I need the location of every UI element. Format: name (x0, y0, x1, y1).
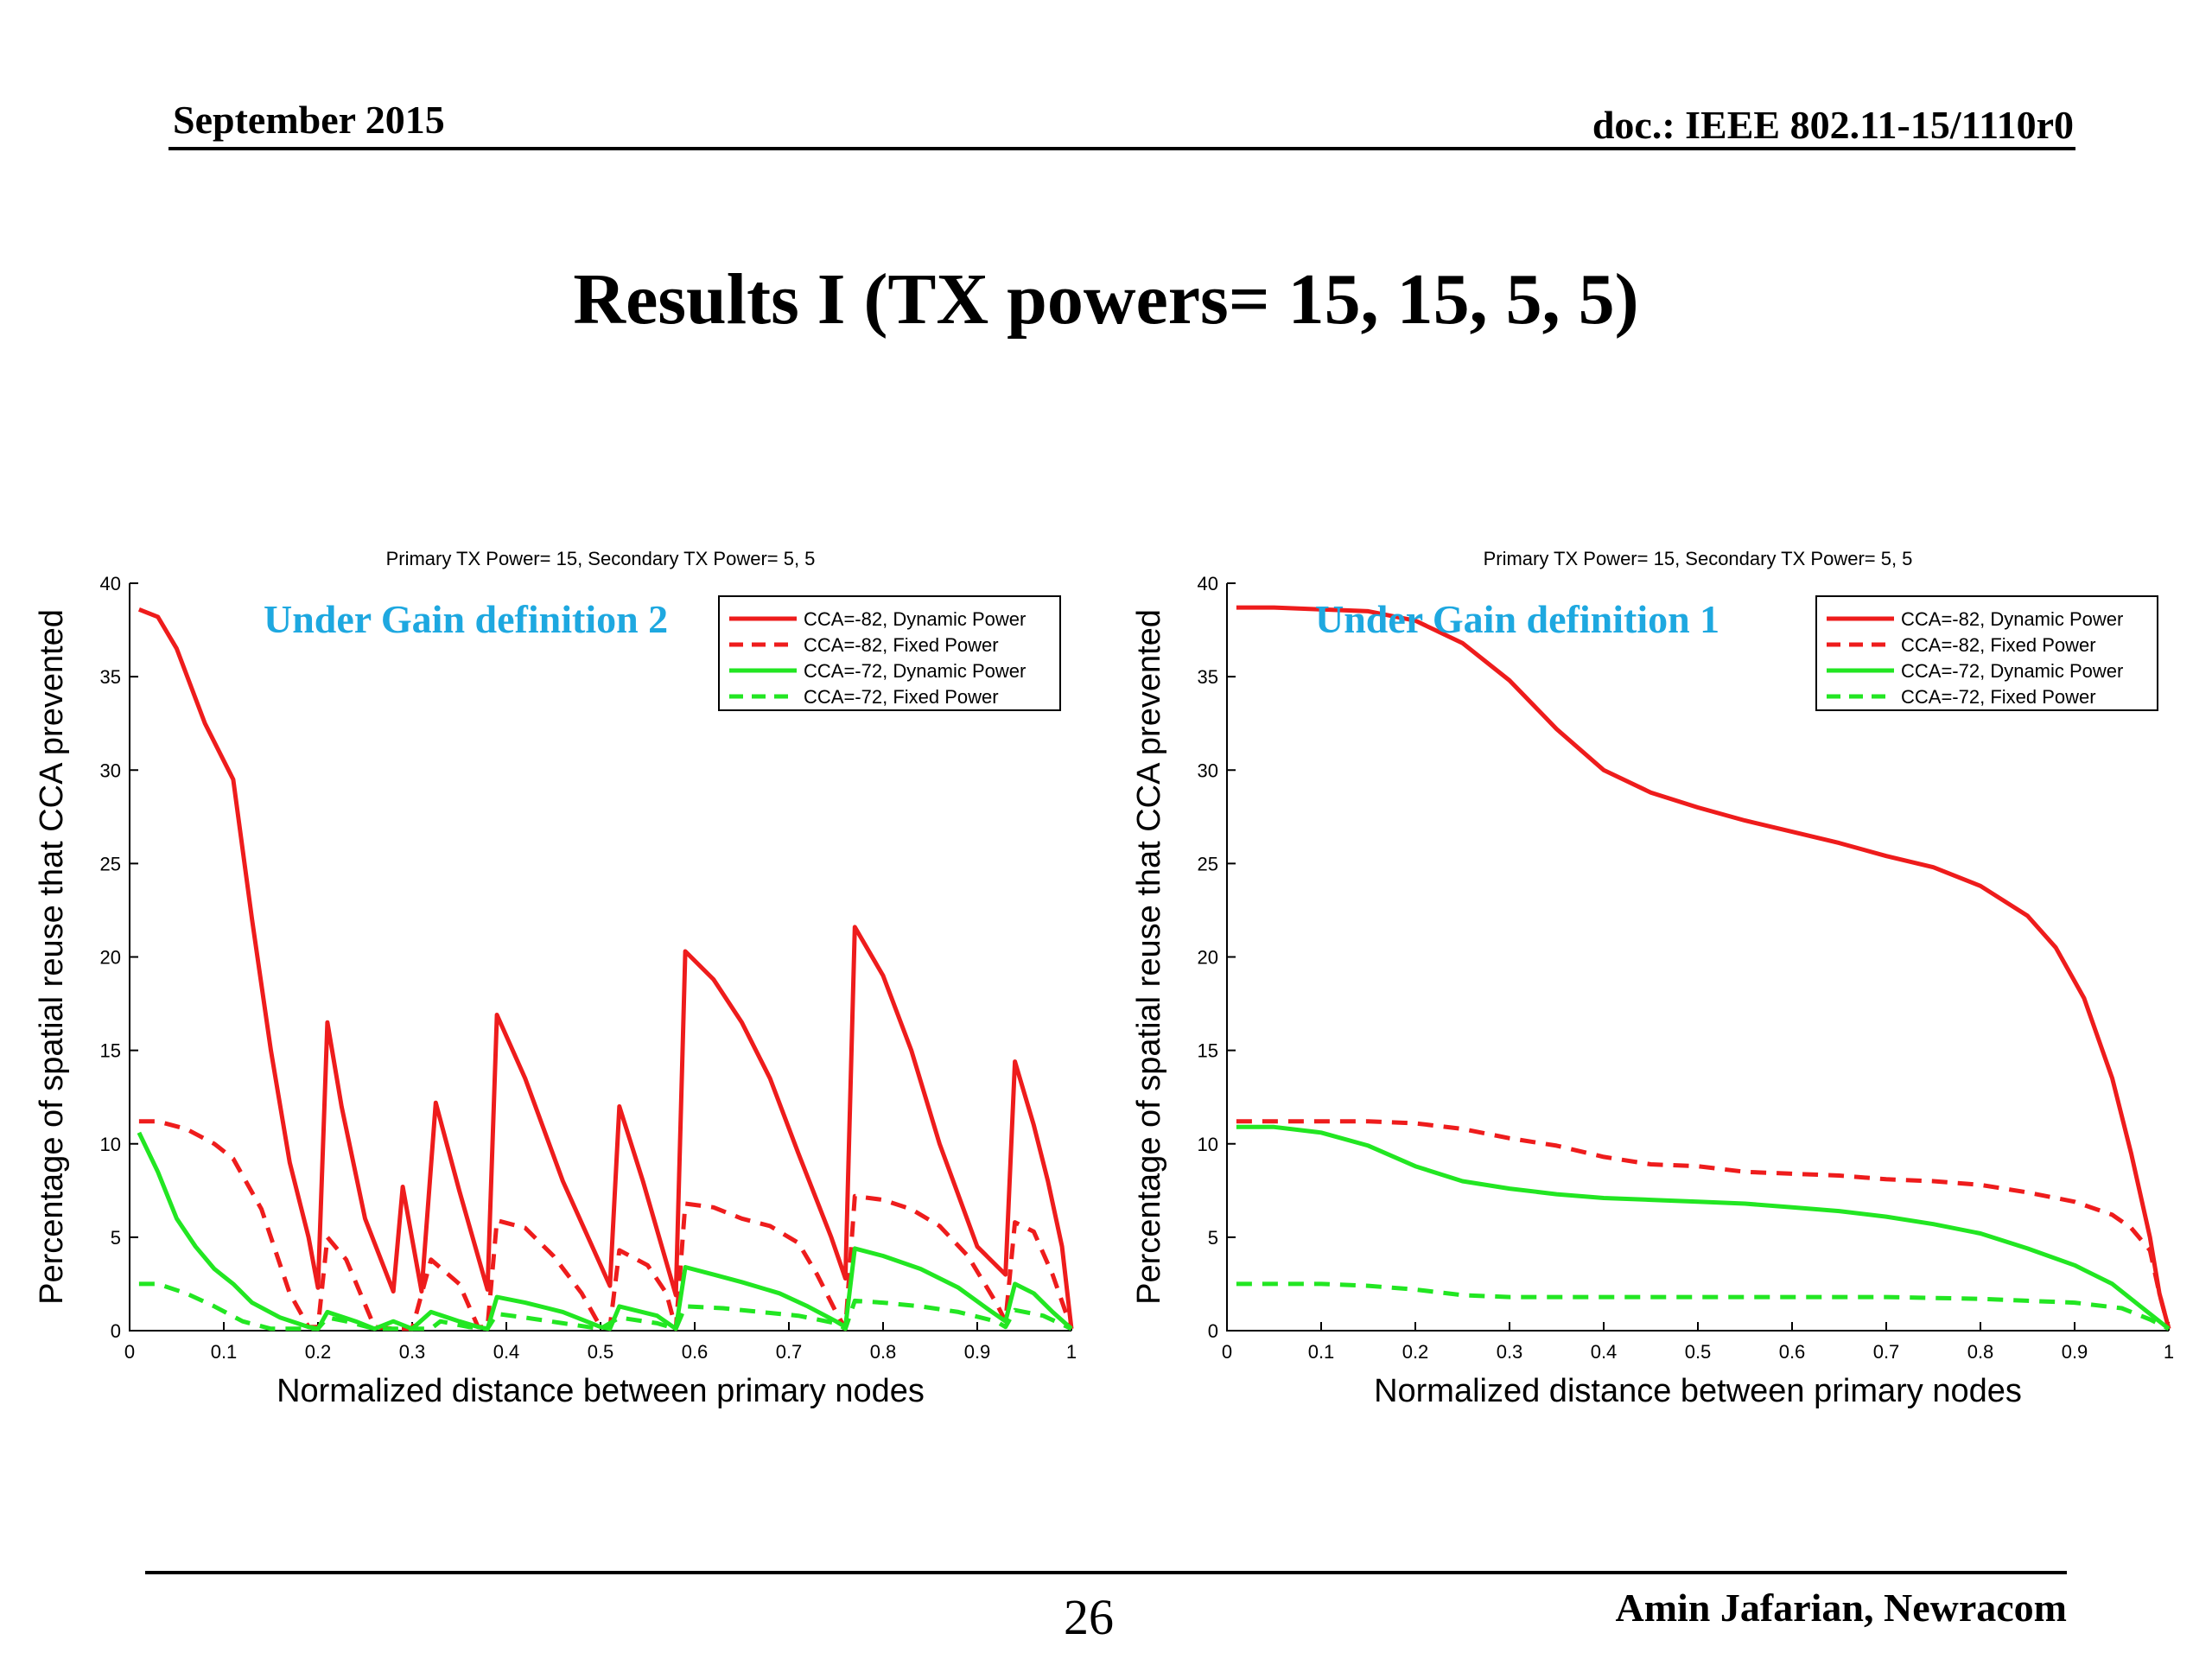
y-tick-label: 15 (100, 1040, 121, 1062)
legend-entry-2: CCA=-82, Fixed Power (1901, 634, 2096, 656)
chart-gain-definition-1: 0 5 10 15 20 25 30 35 40 0 0.1 0.2 0.3 0.4 0.5 0.6 0.7 0.… (1131, 548, 2174, 1409)
x-tick-label: 0.5 (1685, 1341, 1712, 1363)
y-axis-label: Percentage of spatial reuse that CCA pre… (34, 609, 70, 1305)
slide-title: Results I (TX powers= 15, 15, 5, 5) (573, 259, 1639, 340)
x-axis-label: Normalized distance between primary node… (1374, 1373, 2022, 1409)
chart-title: Primary TX Power= 15, Secondary TX Power… (386, 548, 816, 569)
y-tick-label: 40 (100, 573, 121, 594)
series-line-4 (138, 1281, 1073, 1332)
y-tick-label: 10 (1198, 1134, 1218, 1155)
series-line-2 (138, 1119, 1074, 1332)
series-line-4 (1236, 1281, 2171, 1332)
x-tick-label: 0.9 (964, 1341, 991, 1363)
y-tick-label: 40 (1198, 573, 1218, 594)
legend-entry-3: CCA=-72, Dynamic Power (1901, 660, 2123, 682)
legend: CCA=-82, Dynamic Power CCA=-82, Fixed Pow… (718, 595, 1061, 711)
header-divider (168, 147, 2075, 150)
x-tick-label: 0.3 (399, 1341, 426, 1363)
x-tick-label: 0.7 (1873, 1341, 1900, 1363)
x-tick-label: 0.6 (682, 1341, 709, 1363)
y-tick-label: 35 (1198, 666, 1218, 688)
legend-entry-2: CCA=-82, Fixed Power (804, 634, 999, 656)
x-tick-label: 0.8 (1967, 1341, 1994, 1363)
legend-entry-3: CCA=-72, Dynamic Power (804, 660, 1026, 682)
x-tick-label: 0.3 (1497, 1341, 1523, 1363)
y-tick-label: 25 (100, 853, 121, 874)
y-tick-label: 25 (1198, 853, 1218, 874)
x-tick-label: 0 (1222, 1341, 1232, 1363)
x-tick-label: 0.2 (305, 1341, 332, 1363)
legend-box (718, 595, 1061, 711)
y-tick-label: 5 (111, 1227, 121, 1249)
chart-title: Primary TX Power= 15, Secondary TX Power… (1484, 548, 1913, 569)
footer-author: Amin Jafarian, Newracom (1615, 1586, 2067, 1630)
x-tick-label: 0.6 (1779, 1341, 1806, 1363)
page-number: 26 (1064, 1589, 1114, 1645)
legend-box (1815, 595, 2158, 711)
x-axis-label: Normalized distance between primary node… (276, 1373, 925, 1409)
y-tick-label: 15 (1198, 1040, 1218, 1062)
series-line-2 (1236, 1119, 2171, 1330)
y-axis-label: Percentage of spatial reuse that CCA pre… (1131, 609, 1167, 1305)
x-tick-label: 0.1 (211, 1341, 238, 1363)
x-tick-label: 0.5 (588, 1341, 614, 1363)
legend-entry-4: CCA=-72, Fixed Power (804, 686, 999, 708)
x-tick-label: 0.4 (1591, 1341, 1618, 1363)
y-tick-label: 5 (1208, 1227, 1218, 1249)
legend-entry-1: CCA=-82, Dynamic Power (804, 608, 1026, 630)
chart-gain-definition-2: 0 5 10 15 20 25 30 35 40 0 0.1 0.2 0.3 0.4 0.5 0.6 0.7 0.… (34, 548, 1077, 1409)
legend-entry-4: CCA=-72, Fixed Power (1901, 686, 2096, 708)
y-tick-label: 0 (111, 1320, 121, 1342)
series-line-3 (1236, 1124, 2171, 1331)
y-tick-label: 0 (1208, 1320, 1218, 1342)
x-tick-label: 1 (2164, 1341, 2174, 1363)
x-tick-label: 0 (124, 1341, 135, 1363)
header-doc-id: doc.: IEEE 802.11-15/1110r0 (1592, 103, 2074, 147)
y-tick-label: 20 (100, 947, 121, 969)
series-line-3 (137, 1131, 1073, 1332)
header-date: September 2015 (173, 98, 445, 142)
x-tick-label: 0.8 (870, 1341, 897, 1363)
footer-divider (145, 1571, 2067, 1574)
x-tick-label: 1 (1066, 1341, 1077, 1363)
y-tick-label: 30 (100, 760, 121, 781)
x-tick-label: 0.4 (493, 1341, 520, 1363)
x-tick-label: 0.1 (1308, 1341, 1335, 1363)
x-tick-label: 0.7 (776, 1341, 803, 1363)
y-tick-label: 35 (100, 666, 121, 688)
y-tick-label: 10 (100, 1134, 121, 1155)
annotation-text: Under Gain definition 1 (1315, 597, 1719, 641)
y-tick-label: 20 (1198, 947, 1218, 969)
series-line-1 (1236, 605, 2171, 1330)
y-tick-label: 30 (1198, 760, 1218, 781)
legend-entry-1: CCA=-82, Dynamic Power (1901, 608, 2123, 630)
series-line-1 (137, 607, 1074, 1330)
x-tick-label: 0.2 (1402, 1341, 1429, 1363)
legend: CCA=-82, Dynamic Power CCA=-82, Fixed Pow… (1815, 595, 2158, 711)
annotation-text: Under Gain definition 2 (264, 597, 668, 641)
x-tick-label: 0.9 (2062, 1341, 2088, 1363)
